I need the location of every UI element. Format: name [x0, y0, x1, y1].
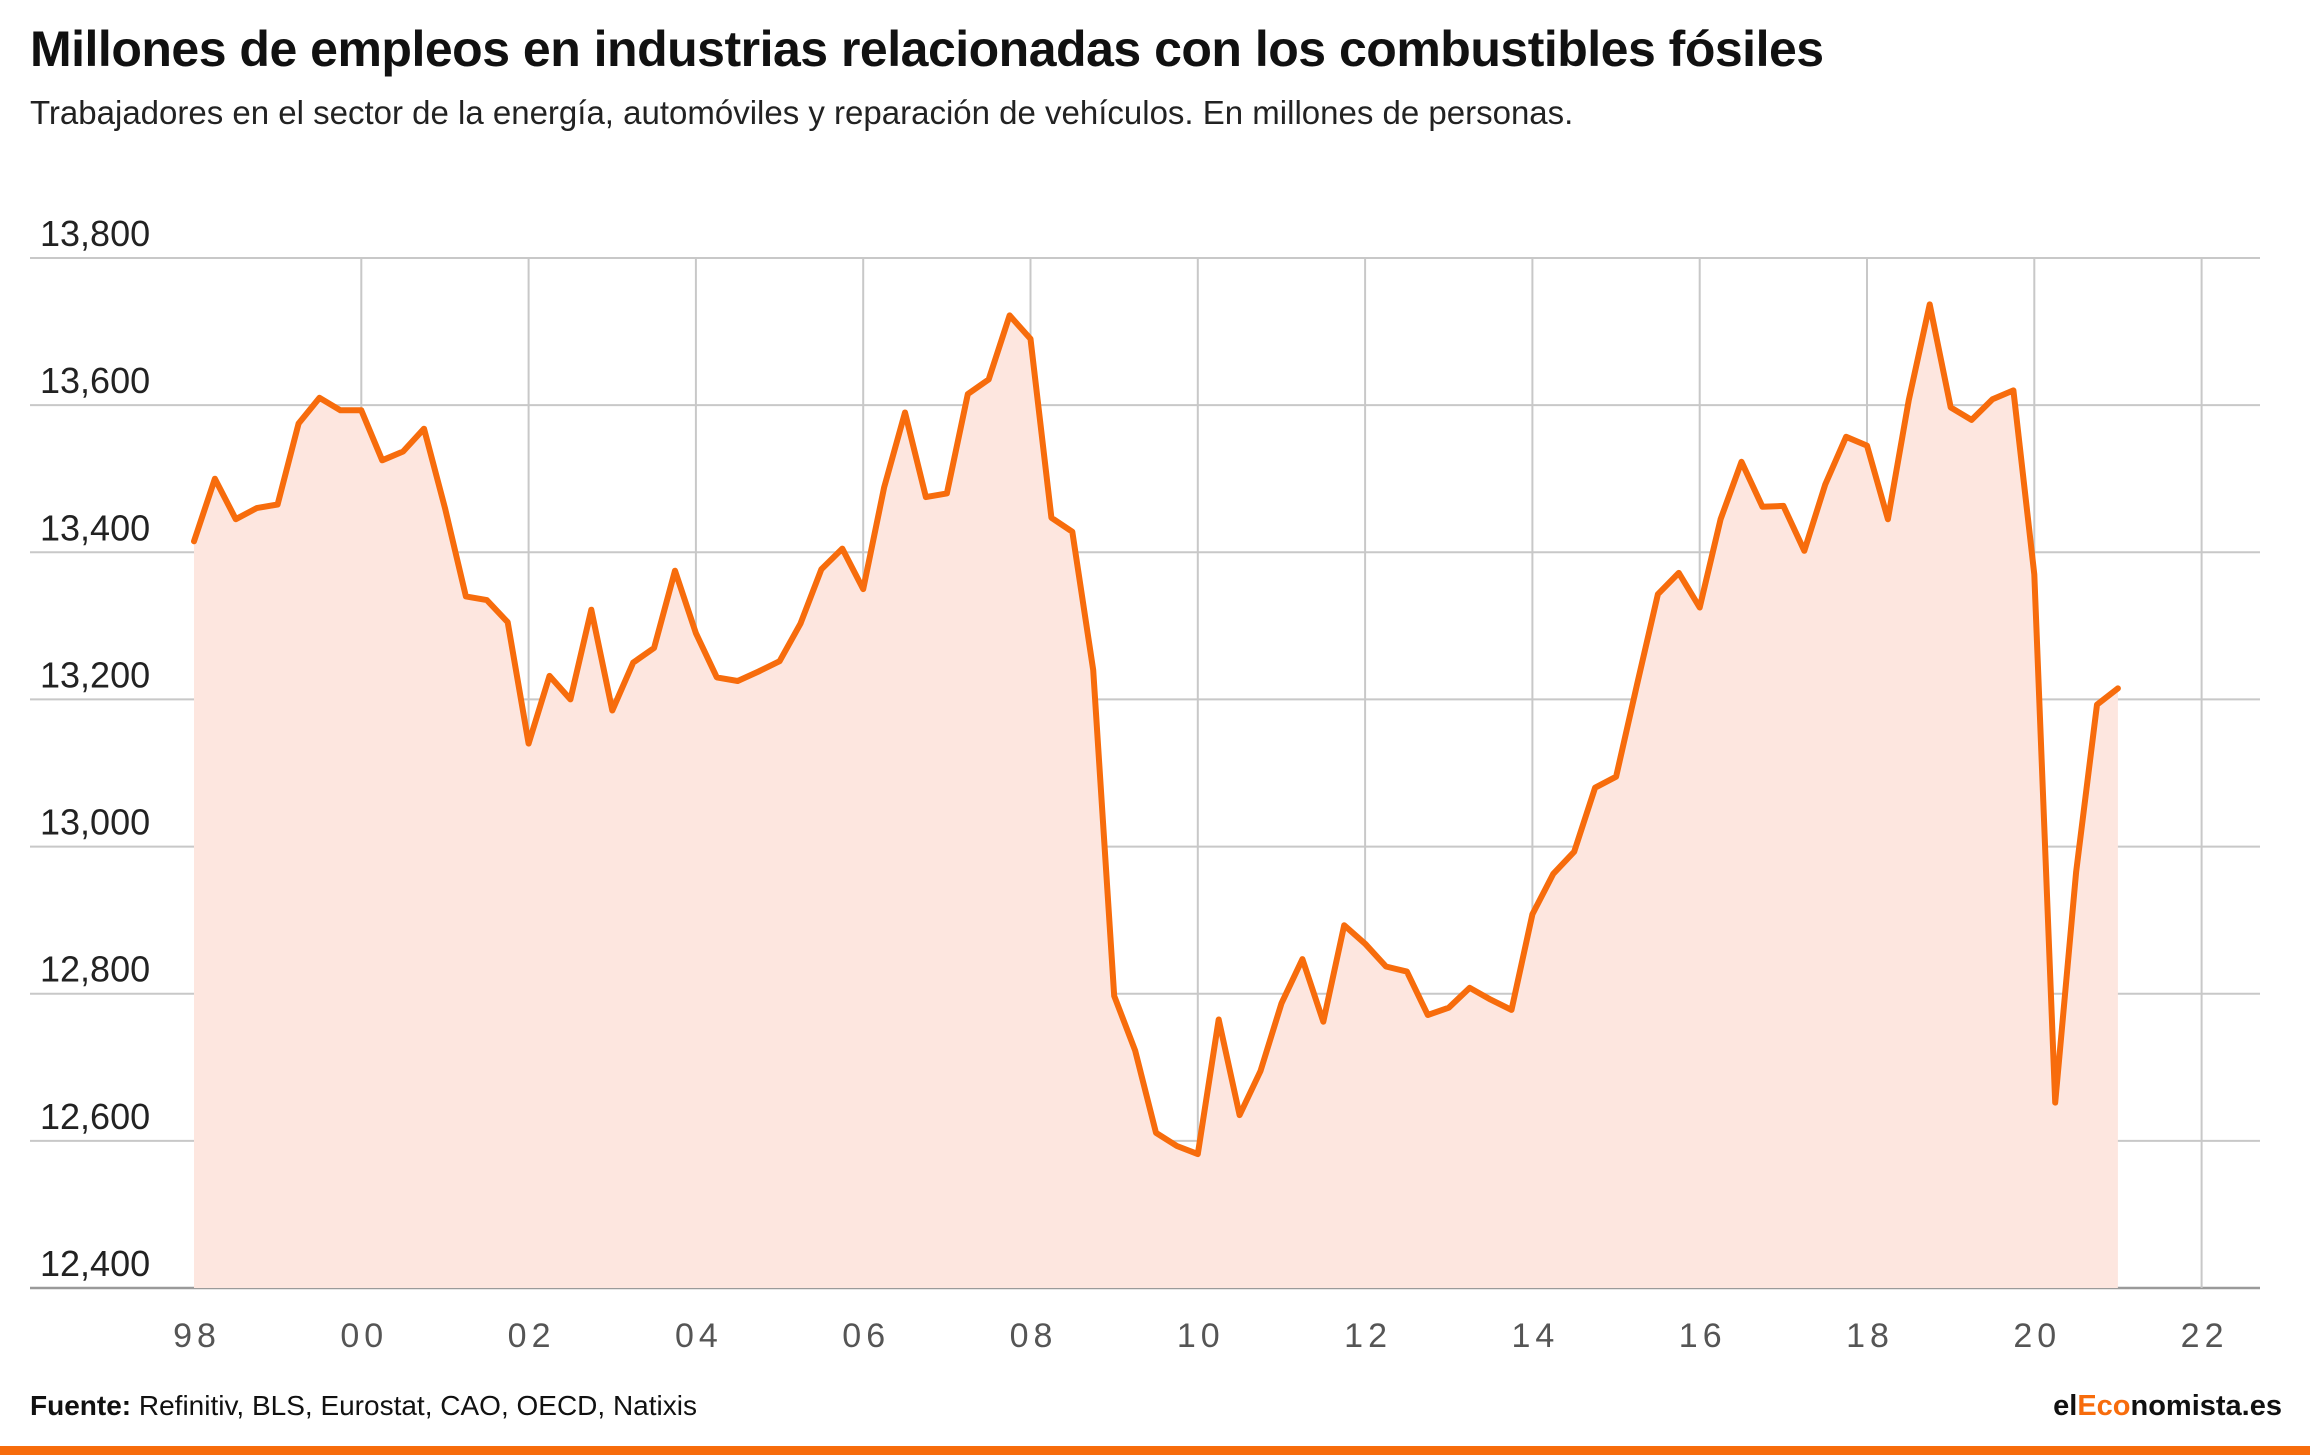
x-tick-label: 98	[173, 1317, 221, 1355]
brand-suffix: nomista.es	[2130, 1390, 2283, 1422]
y-tick-label: 13,000	[40, 802, 150, 843]
x-axis-ticks: 98 00 02 04 06 08 10 12 14 16 18 20 22	[173, 1317, 2229, 1355]
x-tick-label: 02	[508, 1317, 556, 1355]
x-tick-label: 20	[2013, 1317, 2061, 1355]
source-note: Fuente: Refinitiv, BLS, Eurostat, CAO, O…	[30, 1390, 697, 1422]
bottom-accent-bar	[0, 1446, 2310, 1455]
y-tick-label: 13,200	[40, 654, 150, 695]
brand-accent: Eco	[2077, 1390, 2131, 1422]
y-tick-label: 12,400	[40, 1243, 150, 1284]
brand-logo: elEconomista.es	[2053, 1390, 2282, 1423]
y-axis-ticks: 12,400 12,600 12,800 13,000 13,200 13,400 13,6…	[40, 213, 150, 1284]
x-tick-label: 06	[842, 1317, 890, 1355]
x-tick-label: 12	[1344, 1317, 1392, 1355]
x-tick-label: 04	[675, 1317, 723, 1355]
x-tick-label: 14	[1511, 1317, 1559, 1355]
series-line	[191, 301, 2121, 1158]
x-tick-label: 00	[340, 1317, 388, 1355]
x-tick-label: 08	[1010, 1317, 1058, 1355]
y-tick-label: 13,800	[40, 213, 150, 254]
x-tick-label: 10	[1177, 1317, 1225, 1355]
line-chart: 12,400 12,600 12,800 13,000 13,200 13,400 13,6…	[30, 213, 2260, 1355]
source-label: Fuente:	[30, 1390, 132, 1421]
x-tick-label: 22	[2181, 1317, 2229, 1355]
y-tick-label: 13,600	[40, 360, 150, 401]
chart-title: Millones de empleos en industrias relaci…	[30, 21, 1824, 77]
area-fill	[194, 304, 2118, 1288]
x-tick-label: 16	[1679, 1317, 1727, 1355]
y-tick-label: 12,800	[40, 949, 150, 990]
source-text: Refinitiv, BLS, Eurostat, CAO, OECD, Nat…	[131, 1390, 697, 1421]
x-tick-label: 18	[1846, 1317, 1894, 1355]
chart-subtitle: Trabajadores en el sector de la energía,…	[30, 94, 1574, 131]
y-tick-label: 13,400	[40, 507, 150, 548]
y-tick-label: 12,600	[40, 1096, 150, 1137]
brand-prefix: el	[2053, 1390, 2078, 1422]
